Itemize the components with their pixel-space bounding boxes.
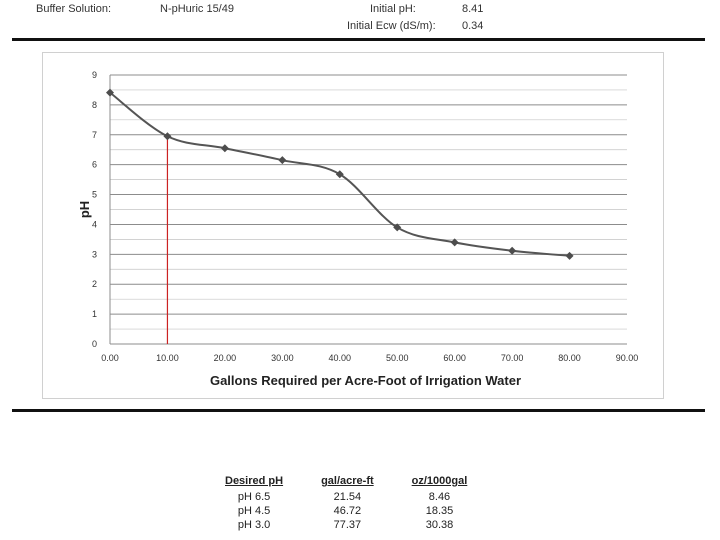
x-tick-label: 90.00 (616, 353, 639, 363)
cell-desired-ph: pH 3.0 (237, 519, 271, 531)
bottom-divider (12, 409, 705, 412)
data-point-marker (106, 88, 114, 97)
y-tick-label: 2 (92, 279, 97, 289)
y-axis-title: pH (77, 201, 92, 218)
chart-frame (42, 52, 664, 399)
x-tick-label: 30.00 (271, 353, 294, 363)
y-tick-label: 7 (92, 130, 97, 140)
x-tick-label: 60.00 (443, 353, 466, 363)
data-point-marker (163, 132, 172, 141)
cell-desired-ph: pH 4.5 (237, 505, 271, 517)
initial-ph-label: Initial pH: (370, 3, 416, 15)
cell-oz-1000gal: 18.35 (425, 505, 454, 517)
x-tick-label: 70.00 (501, 353, 524, 363)
buffer-solution-value: N-pHuric 15/49 (160, 3, 234, 15)
table-row: pH 6.5 21.54 8.46 (215, 490, 495, 504)
y-tick-label: 4 (92, 219, 97, 229)
buffer-solution-label: Buffer Solution: (36, 3, 112, 15)
x-axis-title: Gallons Required per Acre-Foot of Irriga… (210, 373, 521, 388)
data-point-marker (393, 223, 402, 232)
y-tick-label: 1 (92, 309, 97, 319)
y-tick-label: 5 (92, 190, 97, 200)
y-tick-label: 0 (92, 339, 97, 349)
header-oz-1000gal: oz/1000gal (411, 475, 468, 487)
data-point-marker (335, 170, 344, 179)
data-point-marker (450, 238, 459, 247)
cell-gal-acre-ft: 21.54 (333, 491, 362, 503)
cell-gal-acre-ft: 77.37 (333, 519, 362, 531)
initial-ph-value: 8.41 (462, 3, 484, 15)
data-point-marker (220, 144, 229, 153)
cell-oz-1000gal: 8.46 (428, 491, 451, 503)
x-tick-label: 0.00 (101, 353, 119, 363)
x-tick-label: 50.00 (386, 353, 409, 363)
initial-ecw-label: Initial Ecw (dS/m): (347, 20, 436, 32)
cell-oz-1000gal: 30.38 (425, 519, 454, 531)
y-tick-label: 9 (92, 70, 97, 80)
initial-ecw-value: 0.34 (462, 20, 484, 32)
data-point-marker (278, 156, 287, 165)
results-table: Desired pH gal/acre-ft oz/1000gal pH 6.5… (215, 475, 495, 532)
x-tick-label: 80.00 (558, 353, 581, 363)
x-tick-label: 10.00 (156, 353, 179, 363)
top-divider (12, 38, 705, 41)
cell-gal-acre-ft: 46.72 (333, 505, 362, 517)
y-tick-label: 6 (92, 160, 97, 170)
header-desired-ph: Desired pH (225, 475, 284, 487)
cell-desired-ph: pH 6.5 (237, 491, 271, 503)
y-tick-label: 3 (92, 249, 97, 259)
data-point-marker (565, 251, 574, 260)
data-point-marker (508, 246, 517, 255)
header-gal-acre-ft: gal/acre-ft (321, 475, 374, 487)
results-table-header-row: Desired pH gal/acre-ft oz/1000gal (215, 475, 495, 490)
x-tick-label: 20.00 (214, 353, 237, 363)
y-tick-label: 8 (92, 100, 97, 110)
table-row: pH 4.5 46.72 18.35 (215, 504, 495, 518)
x-tick-label: 40.00 (329, 353, 352, 363)
table-row: pH 3.0 77.37 30.38 (215, 518, 495, 532)
